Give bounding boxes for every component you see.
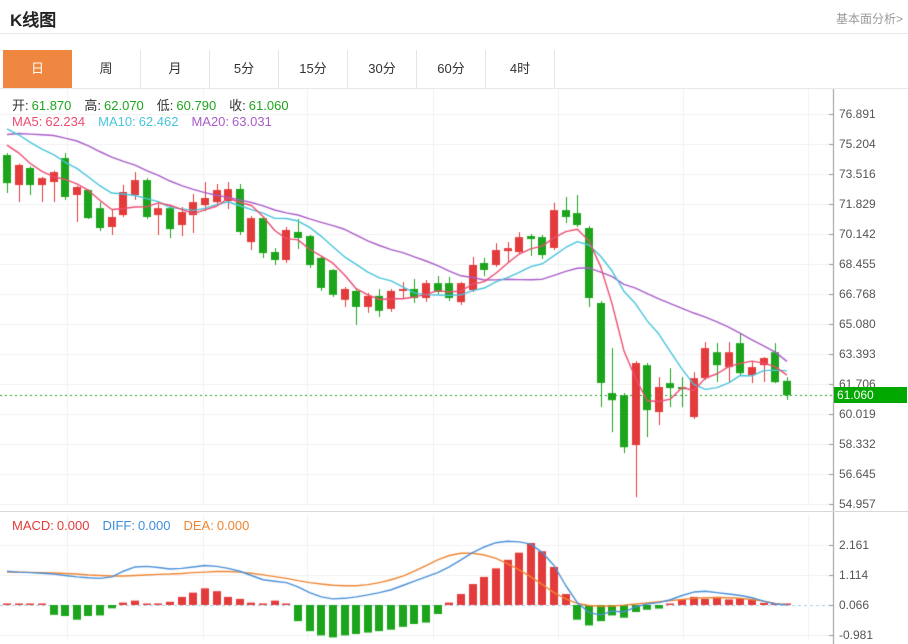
macd-axis-label: 2.161 [839,538,870,553]
price-axis-label: 68.455 [839,256,876,271]
macd-axis-label: -0.981 [839,627,874,642]
price-axis-label: 61.706 [839,376,876,391]
price-axis-label: 75.204 [839,136,876,151]
ma-readout-row: MA5: 62.234 MA10: 62.462 MA20: 63.031 [12,114,285,129]
macd-row-label: DEA: [183,518,214,533]
price-axis-label: 56.645 [839,466,876,481]
ma-row-label: MA10: [98,114,136,129]
tab-周[interactable]: 周 [72,50,141,88]
price-axis-label: 71.829 [839,196,876,211]
macd-row-value: 0.000 [56,518,90,533]
macd-row-label: DIFF: [102,518,135,533]
price-axis-label: 60.019 [839,406,876,421]
ohlc-row-label: 开: [12,98,29,113]
fundamental-analysis-link[interactable]: 基本面分析> [835,12,903,26]
macd-row-value: 0.000 [216,518,250,533]
page-title: K线图 [10,11,57,30]
ohlc-row-label: 低: [156,98,174,113]
ohlc-row-value: 62.070 [104,98,144,113]
price-axis-label: 66.768 [839,286,876,301]
price-axis-label: 73.516 [839,166,876,181]
tab-月[interactable]: 月 [141,50,210,88]
price-axis-label: 54.957 [839,496,876,511]
chart-top-border [0,88,908,89]
panel-divider [0,511,908,512]
price-axis-label: 65.080 [839,316,876,331]
macd-readout-row: MACD: 0.000 DIFF: 0.000 DEA: 0.000 [12,518,262,533]
ma-row-value: 63.031 [232,114,272,129]
ma-row-value: 62.462 [138,114,179,129]
tab-30分[interactable]: 30分 [348,50,417,88]
macd-axis-label: 1.114 [839,568,869,583]
current-price-tag: 61.060 [834,387,907,404]
macd-row-value: 0.000 [137,518,171,533]
ma-row-label: MA5: [12,114,43,129]
ohlc-row-label: 收: [229,98,246,113]
ohlc-readout-row: 开: 61.870 高: 62.070 低: 60.790 收: 61.060 [12,95,302,114]
ma-row-value: 62.234 [45,114,86,129]
macd-axis-label: 0.066 [839,598,870,612]
price-axis-label: 70.142 [839,226,876,241]
ohlc-row-value: 61.870 [31,98,72,113]
ohlc-row-value: 60.790 [176,98,217,113]
tab-日[interactable]: 日 [3,50,72,88]
price-axis-label: 76.891 [839,107,876,121]
ohlc-row-value: 61.060 [248,98,289,113]
price-axis-label: 58.332 [839,436,876,451]
macd-row-label: MACD: [12,518,54,533]
header-divider [0,33,908,34]
ma-row-label: MA20: [191,114,230,129]
ohlc-row-label: 高: [84,98,102,113]
tab-15分[interactable]: 15分 [279,50,348,88]
period-tab-bar: 日周月 5分 15分 30分 60分 4时 [3,50,555,88]
tab-4时[interactable]: 4时 [486,50,555,88]
price-axis-label: 63.393 [839,346,876,361]
tab-5分[interactable]: 5分 [210,50,279,88]
tab-60分[interactable]: 60分 [417,50,486,88]
